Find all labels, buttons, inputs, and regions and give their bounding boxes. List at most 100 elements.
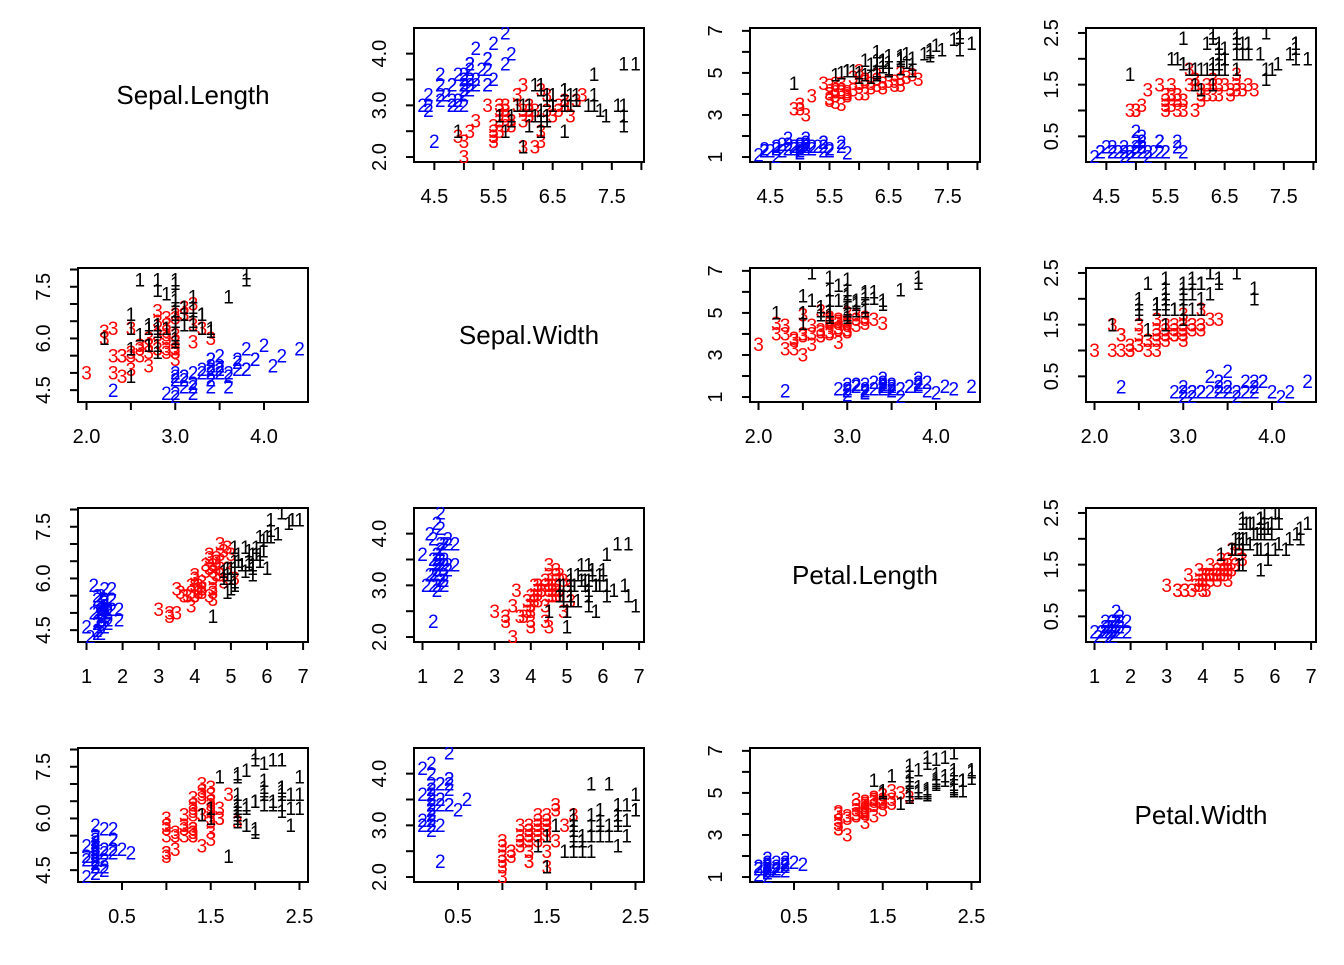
data-point-cluster-1: 1 (1202, 34, 1213, 55)
data-point-cluster-1: 1 (583, 597, 594, 618)
data-point-cluster-2: 2 (895, 379, 906, 400)
data-point-cluster-2: 2 (465, 70, 476, 91)
data-point-cluster-2: 2 (762, 859, 773, 880)
data-point-cluster-3: 3 (494, 111, 505, 132)
data-point-cluster-3: 3 (1205, 555, 1216, 576)
diagonal-cell-sepal-length: Sepal.Length (0, 0, 336, 240)
data-point-cluster-1: 1 (1273, 514, 1284, 535)
data-point-cluster-1: 1 (1178, 55, 1189, 76)
data-point-cluster-2: 2 (877, 377, 888, 398)
data-point-cluster-2: 2 (223, 364, 234, 385)
data-point-cluster-3: 3 (1198, 566, 1209, 587)
data-point-cluster-1: 1 (134, 271, 145, 292)
data-point-cluster-1: 1 (197, 319, 208, 340)
data-point-cluster-3: 3 (544, 566, 555, 587)
data-point-cluster-3: 3 (161, 329, 172, 350)
plot-box (749, 267, 981, 403)
data-point-cluster-1: 1 (1219, 60, 1230, 81)
data-point-cluster-3: 3 (1172, 581, 1183, 602)
data-point-cluster-3: 3 (1187, 315, 1198, 336)
data-point-cluster-3: 3 (197, 782, 208, 803)
data-point-cluster-2: 2 (459, 70, 470, 91)
data-point-cluster-1: 1 (244, 552, 255, 573)
data-point-cluster-1: 1 (265, 521, 276, 542)
data-point-cluster-2: 2 (465, 55, 476, 76)
data-point-cluster-2: 2 (426, 754, 437, 775)
data-point-cluster-3: 3 (204, 548, 215, 569)
data-point-cluster-3: 3 (1169, 326, 1180, 347)
data-point-cluster-1: 1 (541, 111, 552, 132)
data-point-cluster-1: 1 (232, 799, 243, 820)
data-point-cluster-2: 2 (470, 39, 481, 60)
data-point-cluster-3: 3 (1198, 566, 1209, 587)
data-point-cluster-3: 3 (188, 819, 199, 840)
data-point-cluster-3: 3 (1172, 101, 1183, 122)
data-point-cluster-2: 2 (777, 135, 788, 156)
data-point-cluster-3: 3 (482, 96, 493, 117)
data-point-cluster-2: 2 (1114, 612, 1125, 633)
data-point-cluster-3: 3 (1172, 86, 1183, 107)
data-point-cluster-3: 3 (551, 581, 562, 602)
data-point-cluster-1: 1 (565, 591, 576, 612)
data-point-cluster-2: 2 (762, 855, 773, 876)
data-point-cluster-3: 3 (1178, 91, 1189, 112)
data-point-cluster-1: 1 (276, 795, 287, 816)
data-point-cluster-3: 3 (170, 826, 181, 847)
data-point-cluster-1: 1 (851, 301, 862, 322)
data-point-cluster-3: 3 (541, 816, 552, 837)
data-point-cluster-3: 3 (193, 583, 204, 604)
data-point-cluster-2: 2 (842, 379, 853, 400)
y-tick-label: 3.0 (369, 811, 391, 839)
data-point-cluster-3: 3 (515, 826, 526, 847)
data-point-cluster-3: 3 (1223, 571, 1234, 592)
data-point-cluster-2: 2 (103, 604, 114, 625)
data-point-cluster-3: 3 (547, 581, 558, 602)
data-point-cluster-2: 2 (417, 759, 428, 780)
data-point-cluster-3: 3 (164, 607, 175, 628)
data-point-cluster-2: 2 (1111, 623, 1122, 644)
data-point-cluster-2: 2 (1178, 383, 1189, 404)
x-tick-label: 1 (1089, 666, 1100, 688)
data-point-cluster-3: 3 (197, 788, 208, 809)
data-point-cluster-1: 1 (247, 559, 258, 580)
data-point-cluster-2: 2 (250, 350, 261, 371)
data-point-cluster-3: 3 (554, 566, 565, 587)
y-tick-label: 4.0 (369, 520, 391, 548)
data-point-cluster-2: 2 (1169, 383, 1180, 404)
data-point-cluster-3: 3 (771, 314, 782, 335)
data-point-cluster-1: 1 (229, 559, 240, 580)
data-point-cluster-2: 2 (1131, 143, 1142, 164)
data-point-cluster-2: 2 (426, 795, 437, 816)
data-point-cluster-2: 2 (1137, 143, 1148, 164)
data-point-cluster-2: 2 (1154, 132, 1165, 153)
y-tick-label: 4.5 (33, 376, 55, 404)
data-point-cluster-1: 1 (179, 305, 190, 326)
data-point-cluster-3: 3 (1213, 310, 1224, 331)
data-point-cluster-2: 2 (1213, 377, 1224, 398)
data-point-cluster-3: 3 (806, 87, 817, 108)
data-point-cluster-3: 3 (205, 792, 216, 813)
data-point-cluster-1: 1 (565, 566, 576, 587)
data-point-cluster-1: 1 (536, 75, 547, 96)
data-point-cluster-2: 2 (1104, 617, 1115, 638)
data-point-cluster-3: 3 (836, 82, 847, 103)
data-point-cluster-2: 2 (1107, 623, 1118, 644)
data-point-cluster-3: 3 (795, 99, 806, 120)
data-point-cluster-1: 1 (152, 315, 163, 336)
data-point-cluster-1: 1 (872, 61, 883, 82)
data-point-cluster-2: 2 (1111, 623, 1122, 644)
data-point-cluster-2: 2 (81, 850, 92, 871)
data-point-cluster-3: 3 (869, 792, 880, 813)
x-tick-label: 2.5 (286, 906, 314, 928)
data-point-cluster-2: 2 (214, 346, 225, 367)
data-point-cluster-1: 1 (453, 122, 464, 143)
data-point-cluster-3: 3 (1178, 315, 1189, 336)
data-point-cluster-1: 1 (541, 86, 552, 107)
data-point-cluster-2: 2 (798, 855, 809, 876)
data-point-cluster-1: 1 (547, 86, 558, 107)
plot-box (413, 747, 645, 883)
data-point-cluster-3: 3 (851, 796, 862, 817)
data-point-cluster-1: 1 (877, 57, 888, 78)
scatter-panel-x-petal-width-y-sepal-width: 0.5 1.5 2.52.03.04.02222222222222222222222… (369, 747, 649, 928)
